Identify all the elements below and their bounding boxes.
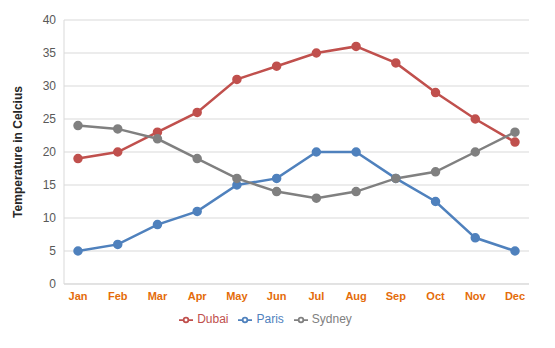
html-text:Sydney: Sydney [311, 312, 352, 326]
svg-text:40: 40 [43, 13, 57, 27]
svg-text:25: 25 [43, 112, 57, 126]
svg-text:Mar: Mar [148, 290, 168, 302]
svg-text:May: May [226, 290, 248, 302]
svg-text:30: 30 [43, 79, 57, 93]
svg-text:Oct: Oct [426, 290, 445, 302]
svg-text:10: 10 [43, 211, 57, 225]
svg-text:Apr: Apr [188, 290, 208, 302]
svg-text:Jan: Jan [69, 290, 88, 302]
svg-text:5: 5 [49, 244, 56, 258]
svg-text:Feb: Feb [108, 290, 128, 302]
svg-text:Dec: Dec [505, 290, 525, 302]
svg-text:20: 20 [43, 145, 57, 159]
svg-text:Temperature in Celcius: Temperature in Celcius [11, 86, 25, 218]
html-text:Dubai: Dubai [197, 312, 229, 326]
svg-text:15: 15 [43, 178, 57, 192]
svg-text:35: 35 [43, 46, 57, 60]
svg-text:Nov: Nov [465, 290, 487, 302]
svg-text:Sep: Sep [386, 290, 406, 302]
svg-text:Jun: Jun [267, 290, 287, 302]
html-text:Paris: Paris [256, 312, 284, 326]
svg-text:Aug: Aug [345, 290, 366, 302]
svg-text:Jul: Jul [308, 290, 324, 302]
svg-text:0: 0 [49, 277, 56, 291]
